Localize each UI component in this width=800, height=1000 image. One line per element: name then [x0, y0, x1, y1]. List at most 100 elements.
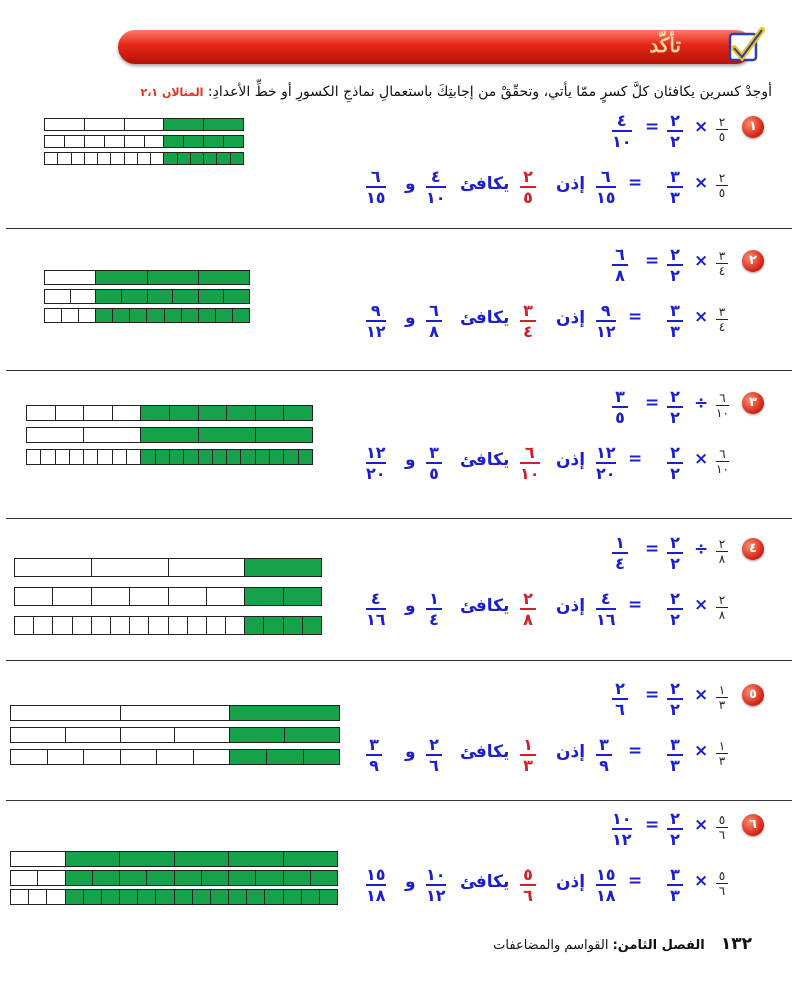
unshaded-part — [156, 750, 193, 764]
unshaded-part — [225, 617, 244, 634]
fraction: ٩ ١٢ — [366, 302, 386, 340]
unshaded-part — [83, 136, 104, 147]
denominator: ٦ — [615, 700, 625, 719]
numerator: ١٢ — [596, 443, 616, 462]
unshaded-part — [45, 271, 95, 284]
denominator: ٤ — [429, 610, 439, 629]
fraction-bar — [612, 698, 628, 700]
fraction-bar — [612, 130, 632, 132]
shaded-part — [244, 559, 321, 576]
numerator: ١ — [523, 735, 533, 754]
unshaded-part — [11, 750, 47, 764]
operator-sign: × — [694, 815, 709, 835]
denominator: ٥ — [718, 186, 726, 200]
shaded-part — [163, 309, 181, 322]
unshaded-part — [28, 890, 46, 904]
denominator: ٢ — [670, 554, 680, 573]
numerator: ٦ — [600, 167, 611, 186]
shaded-part — [154, 450, 169, 464]
unshaded-part — [45, 290, 70, 303]
unshaded-part — [78, 309, 95, 322]
unshaded-part — [205, 588, 244, 605]
numerator: ١٠ — [426, 865, 446, 884]
section-banner: تأكّد — [118, 30, 753, 64]
shaded-part — [137, 890, 156, 904]
denominator: ٣ — [523, 756, 533, 775]
fraction-model-bar — [10, 889, 338, 905]
numerator: ٢ — [670, 589, 680, 608]
and-label: و — [405, 742, 416, 762]
shaded-part — [155, 890, 174, 904]
numerator: ٢ — [718, 115, 726, 129]
unshaded-part — [45, 153, 57, 164]
shaded-part — [309, 871, 337, 885]
fraction: ١٠ ١٢ — [612, 810, 632, 848]
numerator: ٣ — [523, 301, 533, 320]
and-label: و — [405, 872, 416, 892]
unshaded-part — [45, 119, 84, 130]
denominator: ٣ — [718, 698, 726, 712]
unshaded-part — [83, 450, 97, 464]
unshaded-part — [83, 153, 97, 164]
fraction-bar — [716, 319, 728, 320]
shaded-part — [119, 852, 174, 866]
denominator: ١٨ — [596, 886, 616, 905]
fraction-bar — [667, 320, 683, 322]
shaded-part — [318, 890, 338, 904]
equivalent-label: يكافئ — [460, 596, 510, 616]
then-label: إذن — [556, 174, 586, 194]
unshaded-part — [109, 617, 129, 634]
fraction-model-bar — [10, 749, 340, 765]
shaded-part — [168, 406, 198, 420]
fraction-bar — [520, 884, 536, 886]
fraction-bar — [520, 462, 540, 464]
numerator: ٣ — [670, 167, 680, 186]
numerator: ٢ — [670, 245, 680, 264]
exercise-number-badge: ٦ — [742, 814, 764, 836]
fraction-bar — [667, 698, 683, 700]
shaded-part — [228, 871, 256, 885]
unshaded-part — [205, 617, 225, 634]
unshaded-part — [27, 428, 83, 442]
denominator: ٥ — [615, 408, 625, 427]
fraction-model-bar — [44, 308, 250, 323]
equals-sign: = — [645, 685, 660, 705]
shaded-part — [228, 890, 247, 904]
shaded-part — [64, 852, 119, 866]
fraction-bar — [596, 462, 616, 464]
operator-sign: ÷ — [694, 393, 709, 413]
unshaded-part — [27, 450, 40, 464]
numerator: ٦ — [524, 443, 535, 462]
shaded-part — [197, 450, 212, 464]
unshaded-part — [129, 617, 148, 634]
shaded-part — [146, 290, 173, 303]
unshaded-part — [126, 450, 140, 464]
operator-sign: × — [694, 307, 709, 327]
unshaded-part — [123, 136, 144, 147]
and-label: و — [405, 596, 416, 616]
equals-sign: = — [645, 117, 660, 137]
shaded-part — [146, 871, 174, 885]
shaded-part — [283, 450, 298, 464]
fraction-model-bar — [44, 135, 244, 148]
fraction-bar — [612, 828, 632, 830]
fraction-model-bar — [14, 587, 322, 606]
shaded-part — [282, 588, 321, 605]
equivalent-label: يكافئ — [460, 174, 510, 194]
denominator: ٦ — [429, 756, 439, 775]
denominator: ٥ — [429, 464, 439, 483]
fraction-bar — [596, 884, 616, 886]
unshaded-part — [192, 750, 230, 764]
shaded-part — [302, 750, 340, 764]
equals-sign: = — [628, 871, 643, 891]
shaded-part — [200, 871, 228, 885]
unshaded-part — [40, 450, 54, 464]
